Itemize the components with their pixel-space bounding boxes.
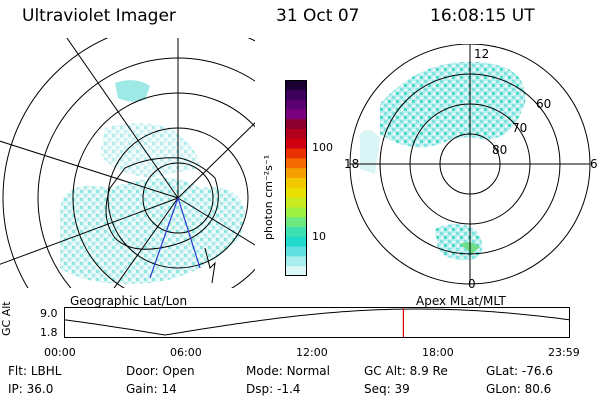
door-label: Door: [126,364,159,378]
gcalt-value: 8.9 Re [409,364,448,378]
door-field: Door: Open [126,364,195,378]
lat-label-80: 80 [492,143,507,157]
mode-label: Mode: [246,364,283,378]
ip-field: IP: 36.0 [8,382,53,396]
glat-value: -76.6 [521,364,553,378]
ip-value: 36.0 [26,382,54,396]
colorbar-unit-label: photon cm⁻²s⁻¹ [262,154,275,240]
colorbar-segment [285,187,307,199]
colorbar-segment [285,109,307,120]
dsp-value: -1.4 [276,382,301,396]
gain-value: 14 [161,382,177,396]
gcalt-label: GC Alt: [364,364,406,378]
ip-label: IP: [8,382,23,396]
colorbar-segment [285,266,307,276]
mlt-label-0: 0 [468,277,476,291]
mode-field: Mode: Normal [246,364,330,378]
timeline-xtick-3: 18:00 [422,346,454,359]
lat-label-60: 60 [536,97,551,111]
geographic-caption: Geographic Lat/Lon [70,294,188,308]
lat-label-70: 70 [512,121,527,135]
magnetic-caption: Apex MLat/MLT [416,294,506,308]
colorbar-segment [285,236,307,248]
colorbar-segment [285,178,307,189]
colorbar-segment [285,197,307,208]
mlt-label-12: 12 [474,47,489,61]
dsp-label: Dsp: [246,382,274,396]
timeline-xtick-2: 12:00 [296,346,328,359]
instrument-title: Ultraviolet Imager [22,6,176,26]
colorbar-tick-10: 10 [312,230,326,243]
colorbar-segment [285,168,307,179]
colorbar-segment [285,207,307,218]
timeline-xtick-4: 23:59 [548,346,580,359]
colorbar-segment [285,89,307,101]
geographic-map [0,38,255,288]
timeline-xtick-0: 00:00 [44,346,76,359]
magnetic-map: 12 18 6 0 60 70 80 [344,44,598,291]
timeline-ylabel: GC Alt [0,301,13,336]
glon-label: GLon: [486,382,521,396]
timeline-xtick-1: 06:00 [170,346,202,359]
colorbar-tick-100: 100 [312,141,333,154]
flt-value: LBHL [30,364,62,378]
mlt-label-6: 6 [590,157,598,171]
mlt-label-18: 18 [344,157,359,171]
glat-label: GLat: [486,364,519,378]
colorbar-segment [285,99,307,110]
dsp-field: Dsp: -1.4 [246,382,300,396]
glat-field: GLat: -76.6 [486,364,553,378]
colorbar [285,80,307,276]
flt-field: Flt: LBHL [8,364,61,378]
date-label: 31 Oct 07 [276,6,360,26]
colorbar-segment [285,246,307,257]
gain-field: Gain: 14 [126,382,177,396]
flt-label: Flt: [8,364,27,378]
colorbar-segment [285,129,307,140]
gain-label: Gain: [126,382,158,396]
colorbar-segment [285,148,307,159]
glon-value: 80.6 [524,382,552,396]
timeline-ymin: 1.8 [40,326,58,339]
colorbar-segment [285,256,307,267]
colorbar-segment [285,217,307,228]
colorbar-segment [285,227,307,238]
colorbar-segment [285,80,307,91]
seq-label: Seq: [364,382,391,396]
seq-value: 39 [394,382,410,396]
colorbar-border [285,80,307,276]
door-value: Open [162,364,195,378]
colorbar-segment [285,158,307,169]
timeline-ymax: 9.0 [40,307,58,320]
mode-value: Normal [286,364,330,378]
colorbar-segment [285,119,307,130]
colorbar-segment [285,138,307,150]
seq-field: Seq: 39 [364,382,410,396]
gcalt-field: GC Alt: 8.9 Re [364,364,448,378]
altitude-timeline [64,307,570,338]
glon-field: GLon: 80.6 [486,382,551,396]
time-label: 16:08:15 UT [430,6,535,26]
